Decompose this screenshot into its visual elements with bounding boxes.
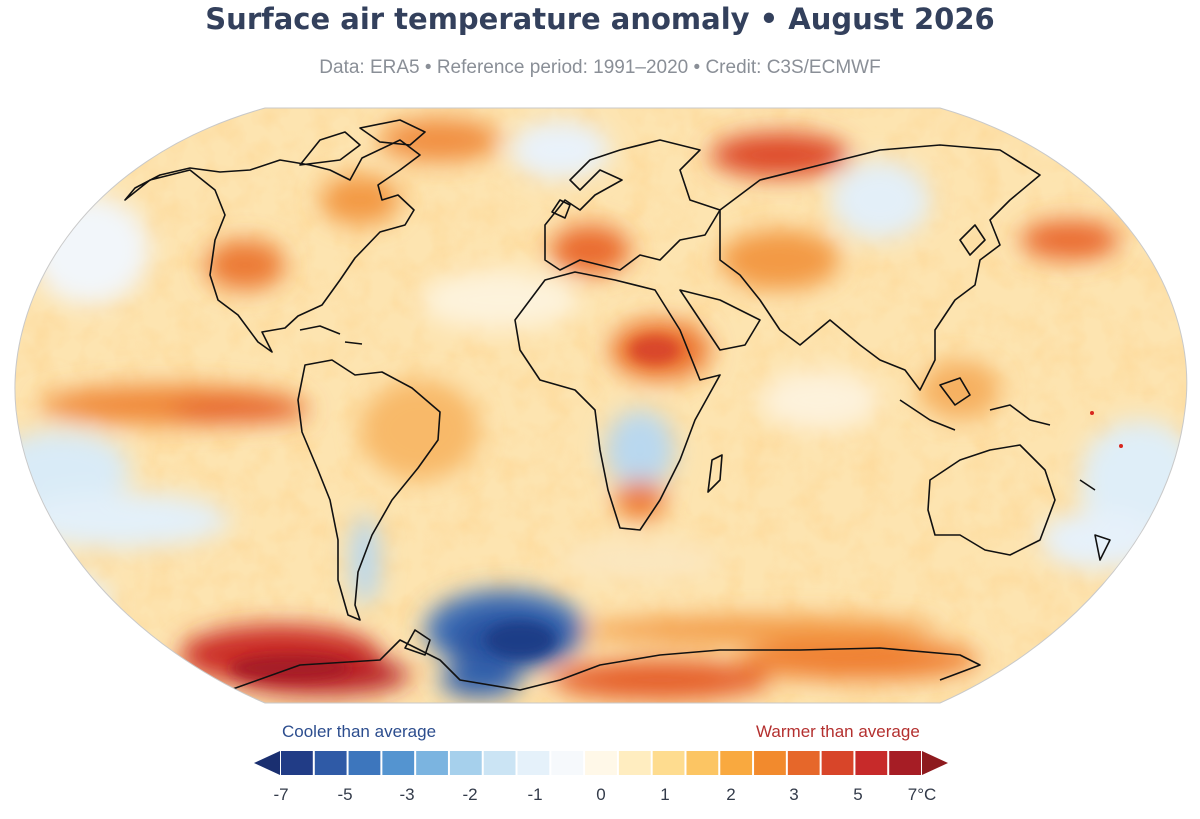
legend-swatch [787, 751, 820, 775]
legend-swatch [517, 751, 550, 775]
marker-dot [1090, 411, 1094, 415]
legend-swatch [821, 751, 854, 775]
legend-swatch [618, 751, 651, 775]
legend-tick-label: 7°C [907, 785, 937, 804]
legend-warmer-label: Warmer than average [756, 722, 920, 741]
legend-swatch [483, 751, 516, 775]
map-subtitle: Data: ERA5 • Reference period: 1991–2020… [319, 57, 881, 78]
anomaly-field [14, 108, 1187, 703]
legend-swatch [314, 751, 347, 775]
legend-swatch [382, 751, 415, 775]
legend-tick-label: -3 [399, 785, 415, 804]
legend-swatch [720, 751, 753, 775]
legend-swatch [652, 751, 685, 775]
legend-tick-label: 1 [660, 785, 670, 804]
legend-swatch [686, 751, 719, 775]
legend-swatch [281, 751, 313, 775]
legend-tick-label: -1 [527, 785, 543, 804]
legend-tick-label: 5 [853, 785, 863, 804]
legend-swatch [551, 751, 584, 775]
map-title: Surface air temperature anomaly • August… [205, 2, 995, 36]
legend-swatch [855, 751, 888, 775]
legend-tick-label: -2 [462, 785, 478, 804]
coastlines [124, 119, 1111, 691]
globe-outline [14, 107, 1188, 704]
legend-swatch [348, 751, 381, 775]
legend-tick-label: 3 [789, 785, 799, 804]
legend-tick-label: -5 [337, 785, 353, 804]
legend-swatch [416, 751, 448, 775]
legend-swatch [754, 751, 786, 775]
legend-tick-label: 0 [596, 785, 606, 804]
legend-colorbar [254, 751, 948, 775]
legend-tick-label: 2 [726, 785, 736, 804]
marker-dot [1119, 444, 1123, 448]
legend-tick-label: -7 [273, 785, 289, 804]
legend-swatch [449, 751, 482, 775]
legend-arrow-right [922, 751, 948, 775]
legend-swatch [585, 751, 617, 775]
legend-arrow-left [254, 751, 280, 775]
legend-swatch [889, 751, 921, 775]
legend-cooler-label: Cooler than average [282, 722, 437, 741]
